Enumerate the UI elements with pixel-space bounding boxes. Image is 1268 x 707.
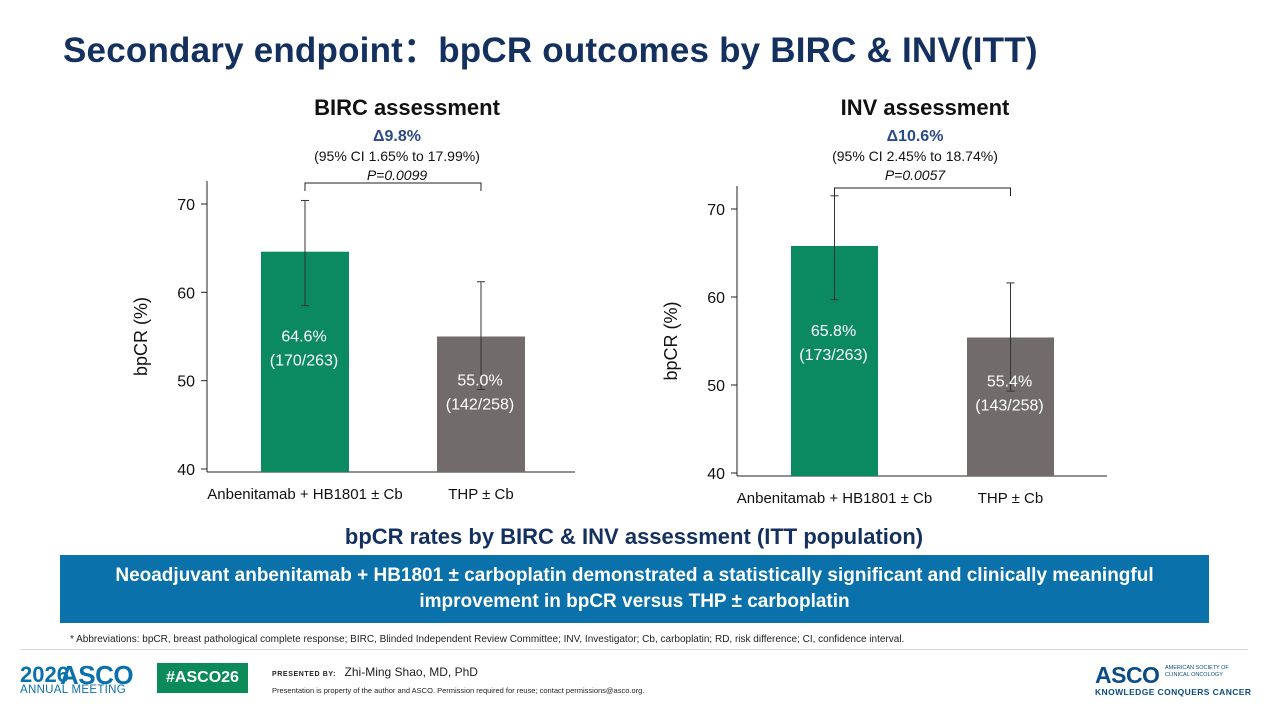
p-value-label: P=0.0057 — [885, 167, 947, 183]
conclusion-banner: Neoadjuvant anbenitamab + HB1801 ± carbo… — [60, 555, 1209, 623]
comparison-bracket — [834, 187, 1011, 196]
asco-annual-meeting-logo: 2026 ASCO ANNUAL MEETING — [20, 660, 145, 700]
chart-title: INV assessment — [841, 95, 1010, 120]
footer-divider — [20, 649, 1248, 650]
presenter-name: Zhi-Ming Shao, MD, PhD — [344, 665, 478, 679]
conclusion-text: Neoadjuvant anbenitamab + HB1801 ± carbo… — [115, 565, 1154, 612]
bar-count-label: (173/263) — [799, 347, 868, 364]
x-category-label: THP ± Cb — [448, 486, 513, 503]
presenter-line: PRESENTED BY: Zhi-Ming Shao, MD, PhD — [272, 663, 478, 681]
delta-label: Δ10.6% — [887, 128, 944, 145]
chart-title: BIRC assessment — [314, 95, 501, 120]
asco-logo: ASCO AMERICAN SOCIETY OF CLINICAL ONCOLO… — [1095, 662, 1251, 702]
y-tick-label: 50 — [177, 374, 195, 391]
x-category-label: Anbenitamab + HB1801 ± Cb — [207, 486, 402, 503]
slide-title: Secondary endpoint：bpCR outcomes by BIRC… — [63, 31, 1038, 70]
y-tick-label: 70 — [707, 202, 725, 219]
y-tick-label: 40 — [177, 462, 195, 479]
p-value-label: P=0.0099 — [367, 167, 428, 183]
bar-count-label: (143/258) — [975, 397, 1044, 414]
y-tick-label: 60 — [177, 285, 195, 302]
bar-count-label: (170/263) — [270, 353, 339, 370]
asco-society-line-1: AMERICAN SOCIETY OF — [1165, 665, 1229, 671]
asco-society-line-2: CLINICAL ONCOLOGY — [1165, 672, 1223, 678]
birc-chart: BIRC assessment Δ9.8% (95% CI 1.65% to 17.… — [131, 95, 575, 503]
presented-by-label: PRESENTED BY: — [272, 671, 337, 678]
ci-label: (95% CI 1.65% to 17.99%) — [314, 148, 480, 164]
bar-count-label: (142/258) — [446, 397, 515, 414]
asco-society: AMERICAN SOCIETY OF CLINICAL ONCOLOGY — [1165, 665, 1229, 679]
y-axis-label: bpCR (%) — [131, 297, 151, 376]
bar-value-label: 64.6% — [281, 329, 326, 346]
y-tick-label: 60 — [707, 290, 725, 307]
footnote: * Abbreviations: bpCR, breast pathologic… — [70, 634, 905, 645]
asco-wordmark: ASCO — [1095, 662, 1160, 688]
meeting-year: 2026 — [20, 662, 69, 687]
ci-label: (95% CI 2.45% to 18.74%) — [832, 148, 998, 164]
chart-subtitle: bpCR rates by BIRC & INV assessment (ITT… — [344, 524, 924, 549]
meeting-subtitle: ANNUAL MEETING — [20, 684, 127, 696]
bar-value-label: 55.0% — [457, 373, 502, 390]
x-category-label: THP ± Cb — [978, 490, 1043, 507]
charts-canvas: BIRC assessment Δ9.8% (95% CI 1.65% to 17.… — [131, 95, 1107, 507]
y-axis-label: bpCR (%) — [661, 301, 681, 380]
x-category-label: Anbenitamab + HB1801 ± Cb — [737, 490, 932, 507]
delta-label: Δ9.8% — [373, 128, 421, 145]
bar-value-label: 55.4% — [987, 373, 1032, 390]
comparison-bracket — [304, 182, 482, 191]
meeting-asco: ASCO — [60, 660, 134, 690]
hashtag-badge: #ASCO26 — [157, 663, 248, 693]
y-tick-label: 40 — [707, 466, 725, 483]
disclaimer: Presentation is property of the author a… — [272, 686, 645, 695]
bar-value-label: 65.8% — [811, 323, 856, 340]
asco-tagline: KNOWLEDGE CONQUERS CANCER — [1095, 687, 1252, 697]
y-tick-label: 50 — [707, 378, 725, 395]
inv-chart: INV assessment Δ10.6% (95% CI 2.45% to 18.… — [661, 95, 1107, 507]
y-tick-label: 70 — [177, 197, 195, 214]
